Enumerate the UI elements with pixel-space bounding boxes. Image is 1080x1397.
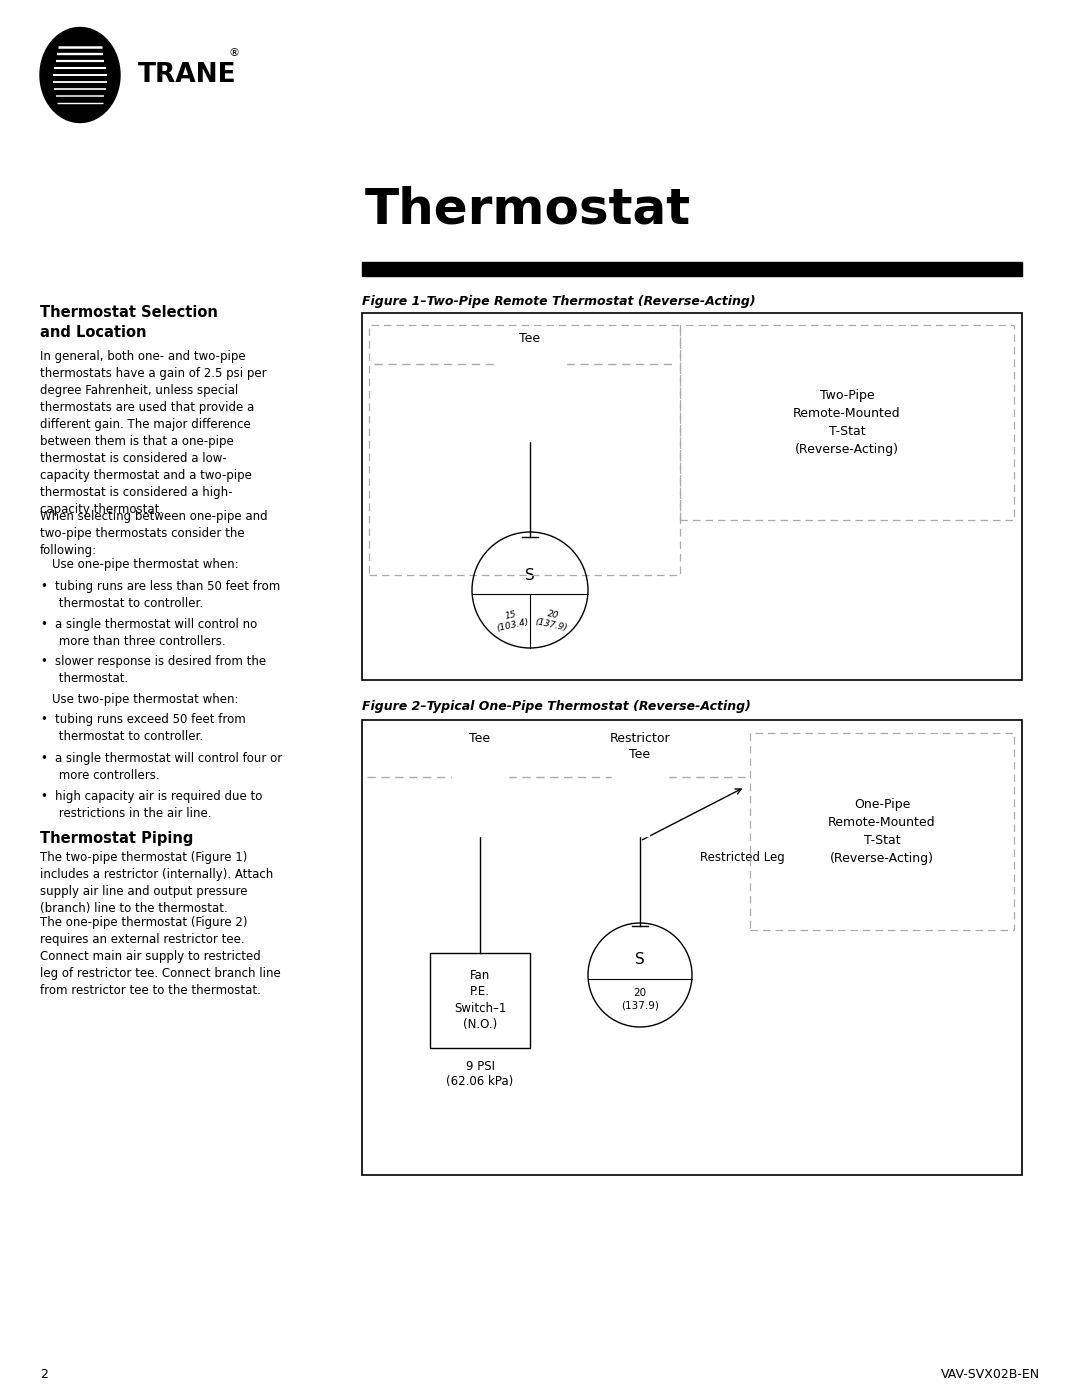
Bar [612, 768, 669, 787]
Text: 20
(137.9): 20 (137.9) [534, 608, 570, 633]
Text: The one-pipe thermostat (Figure 2)
requires an external restrictor tee.
Connect : The one-pipe thermostat (Figure 2) requi… [40, 916, 281, 997]
Text: S: S [525, 569, 535, 584]
Text: The two-pipe thermostat (Figure 1)
includes a restrictor (internally). Attach
su: The two-pipe thermostat (Figure 1) inclu… [40, 851, 273, 915]
Text: One-Pipe
Remote-Mounted
T-Stat
(Reverse-Acting): One-Pipe Remote-Mounted T-Stat (Reverse-… [828, 798, 935, 865]
Text: S: S [635, 951, 645, 967]
Text: Fan
P.E.
Switch–1
(N.O.): Fan P.E. Switch–1 (N.O.) [454, 968, 507, 1031]
Text: •: • [40, 789, 46, 803]
Bar [680, 326, 1014, 520]
Text: Thermostat Selection: Thermostat Selection [40, 305, 218, 320]
Text: •: • [40, 580, 46, 592]
Bar [631, 787, 649, 835]
Text: 15
(103.4): 15 (103.4) [494, 608, 530, 633]
Text: slower response is desired from the
 thermostat.: slower response is desired from the ther… [55, 655, 266, 685]
Bar [494, 355, 566, 373]
Bar [471, 787, 489, 835]
Text: tubing runs exceed 50 feet from
 thermostat to controller.: tubing runs exceed 50 feet from thermost… [55, 712, 246, 743]
Bar [750, 733, 1014, 930]
Text: VAV-SVX02B-EN: VAV-SVX02B-EN [941, 1369, 1040, 1382]
Bar [430, 953, 530, 1048]
Text: •: • [40, 752, 46, 766]
Text: a single thermostat will control four or
 more controllers.: a single thermostat will control four or… [55, 752, 282, 782]
Bar [362, 313, 1022, 680]
Text: Two-Pipe
Remote-Mounted
T-Stat
(Reverse-Acting): Two-Pipe Remote-Mounted T-Stat (Reverse-… [793, 388, 901, 455]
Text: •: • [40, 655, 46, 668]
Bar [362, 719, 1022, 1175]
Bar [369, 326, 680, 576]
Text: Restricted Leg: Restricted Leg [700, 851, 785, 863]
Text: Thermostat Piping: Thermostat Piping [40, 831, 193, 847]
Text: and Location: and Location [40, 326, 147, 339]
Text: high capacity air is required due to
 restrictions in the air line.: high capacity air is required due to res… [55, 789, 262, 820]
Text: 20
(137.9): 20 (137.9) [621, 988, 659, 1010]
Text: In general, both one- and two-pipe
thermostats have a gain of 2.5 psi per
degree: In general, both one- and two-pipe therm… [40, 351, 267, 515]
Text: •: • [40, 617, 46, 631]
Text: 9 PSI
(62.06 kPa): 9 PSI (62.06 kPa) [446, 1059, 514, 1088]
Text: Figure 1–Two-Pipe Remote Thermostat (Reverse-Acting): Figure 1–Two-Pipe Remote Thermostat (Rev… [362, 295, 756, 307]
Text: Figure 2–Typical One-Pipe Thermostat (Reverse-Acting): Figure 2–Typical One-Pipe Thermostat (Re… [362, 700, 751, 712]
Bar [362, 263, 1022, 277]
Bar [519, 373, 540, 441]
Text: tubing runs are less than 50 feet from
 thermostat to controller.: tubing runs are less than 50 feet from t… [55, 580, 280, 610]
Text: ®: ® [228, 47, 239, 59]
Text: Use one-pipe thermostat when:: Use one-pipe thermostat when: [52, 557, 239, 571]
Text: When selecting between one-pipe and
two-pipe thermostats consider the
following:: When selecting between one-pipe and two-… [40, 510, 268, 557]
Text: Use two-pipe thermostat when:: Use two-pipe thermostat when: [52, 693, 239, 705]
Text: •: • [40, 712, 46, 726]
Text: a single thermostat will control no
 more than three controllers.: a single thermostat will control no more… [55, 617, 257, 648]
Text: TRANE: TRANE [138, 61, 237, 88]
Text: Thermostat: Thermostat [365, 184, 691, 233]
Ellipse shape [40, 28, 120, 123]
Text: Restrictor
Tee: Restrictor Tee [610, 732, 671, 761]
Text: Tee: Tee [519, 332, 541, 345]
Text: Tee: Tee [470, 732, 490, 745]
Text: 2: 2 [40, 1369, 48, 1382]
Bar [453, 768, 508, 787]
